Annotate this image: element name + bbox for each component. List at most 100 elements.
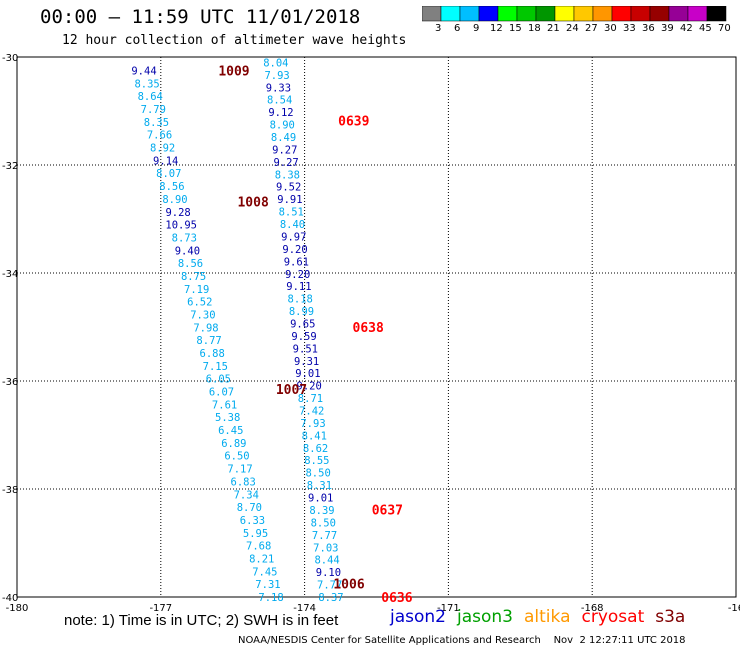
colorbar-tick-label: 27 xyxy=(585,23,598,34)
swh-data-label: 8.90 xyxy=(162,194,187,206)
swh-data-label: 8.99 xyxy=(289,306,314,318)
swh-data-label: 8.55 xyxy=(304,455,329,467)
swh-data-label: 9.20 xyxy=(285,269,310,281)
swh-data-label: 7.98 xyxy=(193,322,218,334)
time-label: 0637 xyxy=(372,504,403,519)
swh-data-label: 9.33 xyxy=(266,82,291,94)
footer-credit: NOAA/NESDIS Center for Satellite Applica… xyxy=(238,635,686,646)
x-tick-label: -180 xyxy=(6,603,29,614)
swh-data-label: 7.30 xyxy=(190,309,215,321)
legend-s3a: s3a xyxy=(655,607,686,627)
swh-data-label: 8.64 xyxy=(138,91,163,103)
colorbar-tick-label: 21 xyxy=(547,23,560,34)
swh-data-label: 5.95 xyxy=(243,528,268,540)
swh-data-label: 9.52 xyxy=(276,182,301,194)
colorbar-tick-label: 9 xyxy=(473,23,480,34)
legend-altika: altika xyxy=(524,607,571,627)
swh-data-label: 9.97 xyxy=(281,231,306,243)
colorbar-tick-label: 15 xyxy=(509,23,522,34)
swh-data-label: 8.77 xyxy=(196,335,221,347)
swh-data-label: 10.95 xyxy=(165,220,197,232)
swh-data-label: 8.54 xyxy=(267,95,292,107)
y-tick-label: -38 xyxy=(2,485,18,496)
swh-data-label: 8.41 xyxy=(302,430,327,442)
swh-data-label: 7.77 xyxy=(317,580,342,592)
swh-data-label: 9.27 xyxy=(272,144,297,156)
swh-data-label: 8.75 xyxy=(181,271,206,283)
time-label: 1008 xyxy=(237,196,268,211)
swh-data-label: 6.89 xyxy=(221,438,246,450)
legend-jason2: jason2 xyxy=(390,607,446,627)
time-label: 0636 xyxy=(381,591,412,606)
swh-data-label: 9.91 xyxy=(277,194,302,206)
swh-data-label: 7.93 xyxy=(300,418,325,430)
swh-data-label: 9.01 xyxy=(308,493,333,505)
x-tick-label: -168 xyxy=(581,603,604,614)
y-tick-label: -40 xyxy=(2,593,18,604)
swh-data-label: 8.71 xyxy=(298,393,323,405)
colorbar-tick-label: 18 xyxy=(528,23,541,34)
swh-data-label: 6.52 xyxy=(187,297,212,309)
swh-data-label: 8.49 xyxy=(271,132,296,144)
time-label: 1007 xyxy=(276,383,307,398)
swh-data-label: 6.88 xyxy=(200,348,225,360)
swh-data-label: 8.62 xyxy=(303,443,328,455)
swh-data-label: 7.18 xyxy=(258,592,283,604)
swh-data-label: 5.38 xyxy=(215,412,240,424)
swh-data-label: 8.70 xyxy=(237,502,262,514)
swh-data-label: 7.15 xyxy=(203,361,228,373)
time-label: 1006 xyxy=(333,578,364,593)
swh-data-label: 9.27 xyxy=(273,157,298,169)
colorbar-tick-label: 42 xyxy=(680,23,693,34)
swh-data-label: 8.40 xyxy=(280,219,305,231)
swh-data-label: 8.04 xyxy=(263,57,288,69)
swh-data-label: 7.31 xyxy=(255,579,280,591)
colorbar-tick-label: 70 xyxy=(718,23,731,34)
swh-data-label: 7.34 xyxy=(234,489,259,501)
swh-data-label: 9.12 xyxy=(268,107,293,119)
swh-data-label: 7.19 xyxy=(184,284,209,296)
swh-data-label: 6.05 xyxy=(206,374,231,386)
time-label: 1009 xyxy=(218,65,249,80)
swh-data-label: 7.45 xyxy=(252,566,277,578)
swh-data-label: 8.18 xyxy=(288,294,313,306)
time-label: 0639 xyxy=(338,115,369,130)
colorbar-tick-label: 12 xyxy=(490,23,503,34)
swh-data-label: 8.56 xyxy=(159,181,184,193)
swh-data-label: 8.37 xyxy=(318,592,343,604)
x-tick-label: -16 xyxy=(728,603,740,614)
colorbar-tick-label: 39 xyxy=(661,23,674,34)
swh-data-label: 7.68 xyxy=(246,541,271,553)
swh-data-label: 9.40 xyxy=(175,245,200,257)
colorbar-tick-label: 24 xyxy=(566,23,579,34)
swh-data-label: 8.50 xyxy=(311,517,336,529)
time-label: 0638 xyxy=(353,321,384,336)
swh-data-label: 6.50 xyxy=(224,451,249,463)
swh-data-label: 7.17 xyxy=(227,464,252,476)
legend-jason3: jason3 xyxy=(457,607,513,627)
swh-data-label: 9.51 xyxy=(293,343,318,355)
swh-data-label: 9.28 xyxy=(165,207,190,219)
swh-data-label: 8.50 xyxy=(305,468,330,480)
swh-data-label: 8.39 xyxy=(309,505,334,517)
y-tick-label: -34 xyxy=(2,269,18,280)
satellite-legend: jason2 jason3 altika cryosat s3a xyxy=(390,607,696,627)
swh-data-label: 9.61 xyxy=(284,256,309,268)
swh-data-label: 9.14 xyxy=(153,155,178,167)
units-note: note: 1) Time is in UTC; 2) SWH is in fe… xyxy=(64,612,339,629)
page-subtitle: 12 hour collection of altimeter wave hei… xyxy=(62,33,407,48)
swh-data-label: 9.65 xyxy=(290,318,315,330)
swh-data-label: 8.73 xyxy=(172,232,197,244)
colorbar-tick-label: 45 xyxy=(699,23,712,34)
swh-data-label: 7.42 xyxy=(299,406,324,418)
swh-data-label: 8.07 xyxy=(156,168,181,180)
swh-data-label: 8.35 xyxy=(134,78,159,90)
swh-data-label: 8.56 xyxy=(178,258,203,270)
swh-data-label: 8.90 xyxy=(270,120,295,132)
swh-data-label: 7.77 xyxy=(312,530,337,542)
x-tick-label: -171 xyxy=(437,603,460,614)
swh-data-label: 9.20 xyxy=(282,244,307,256)
swh-data-label: 9.20 xyxy=(297,381,322,393)
swh-data-label: 6.07 xyxy=(209,387,234,399)
